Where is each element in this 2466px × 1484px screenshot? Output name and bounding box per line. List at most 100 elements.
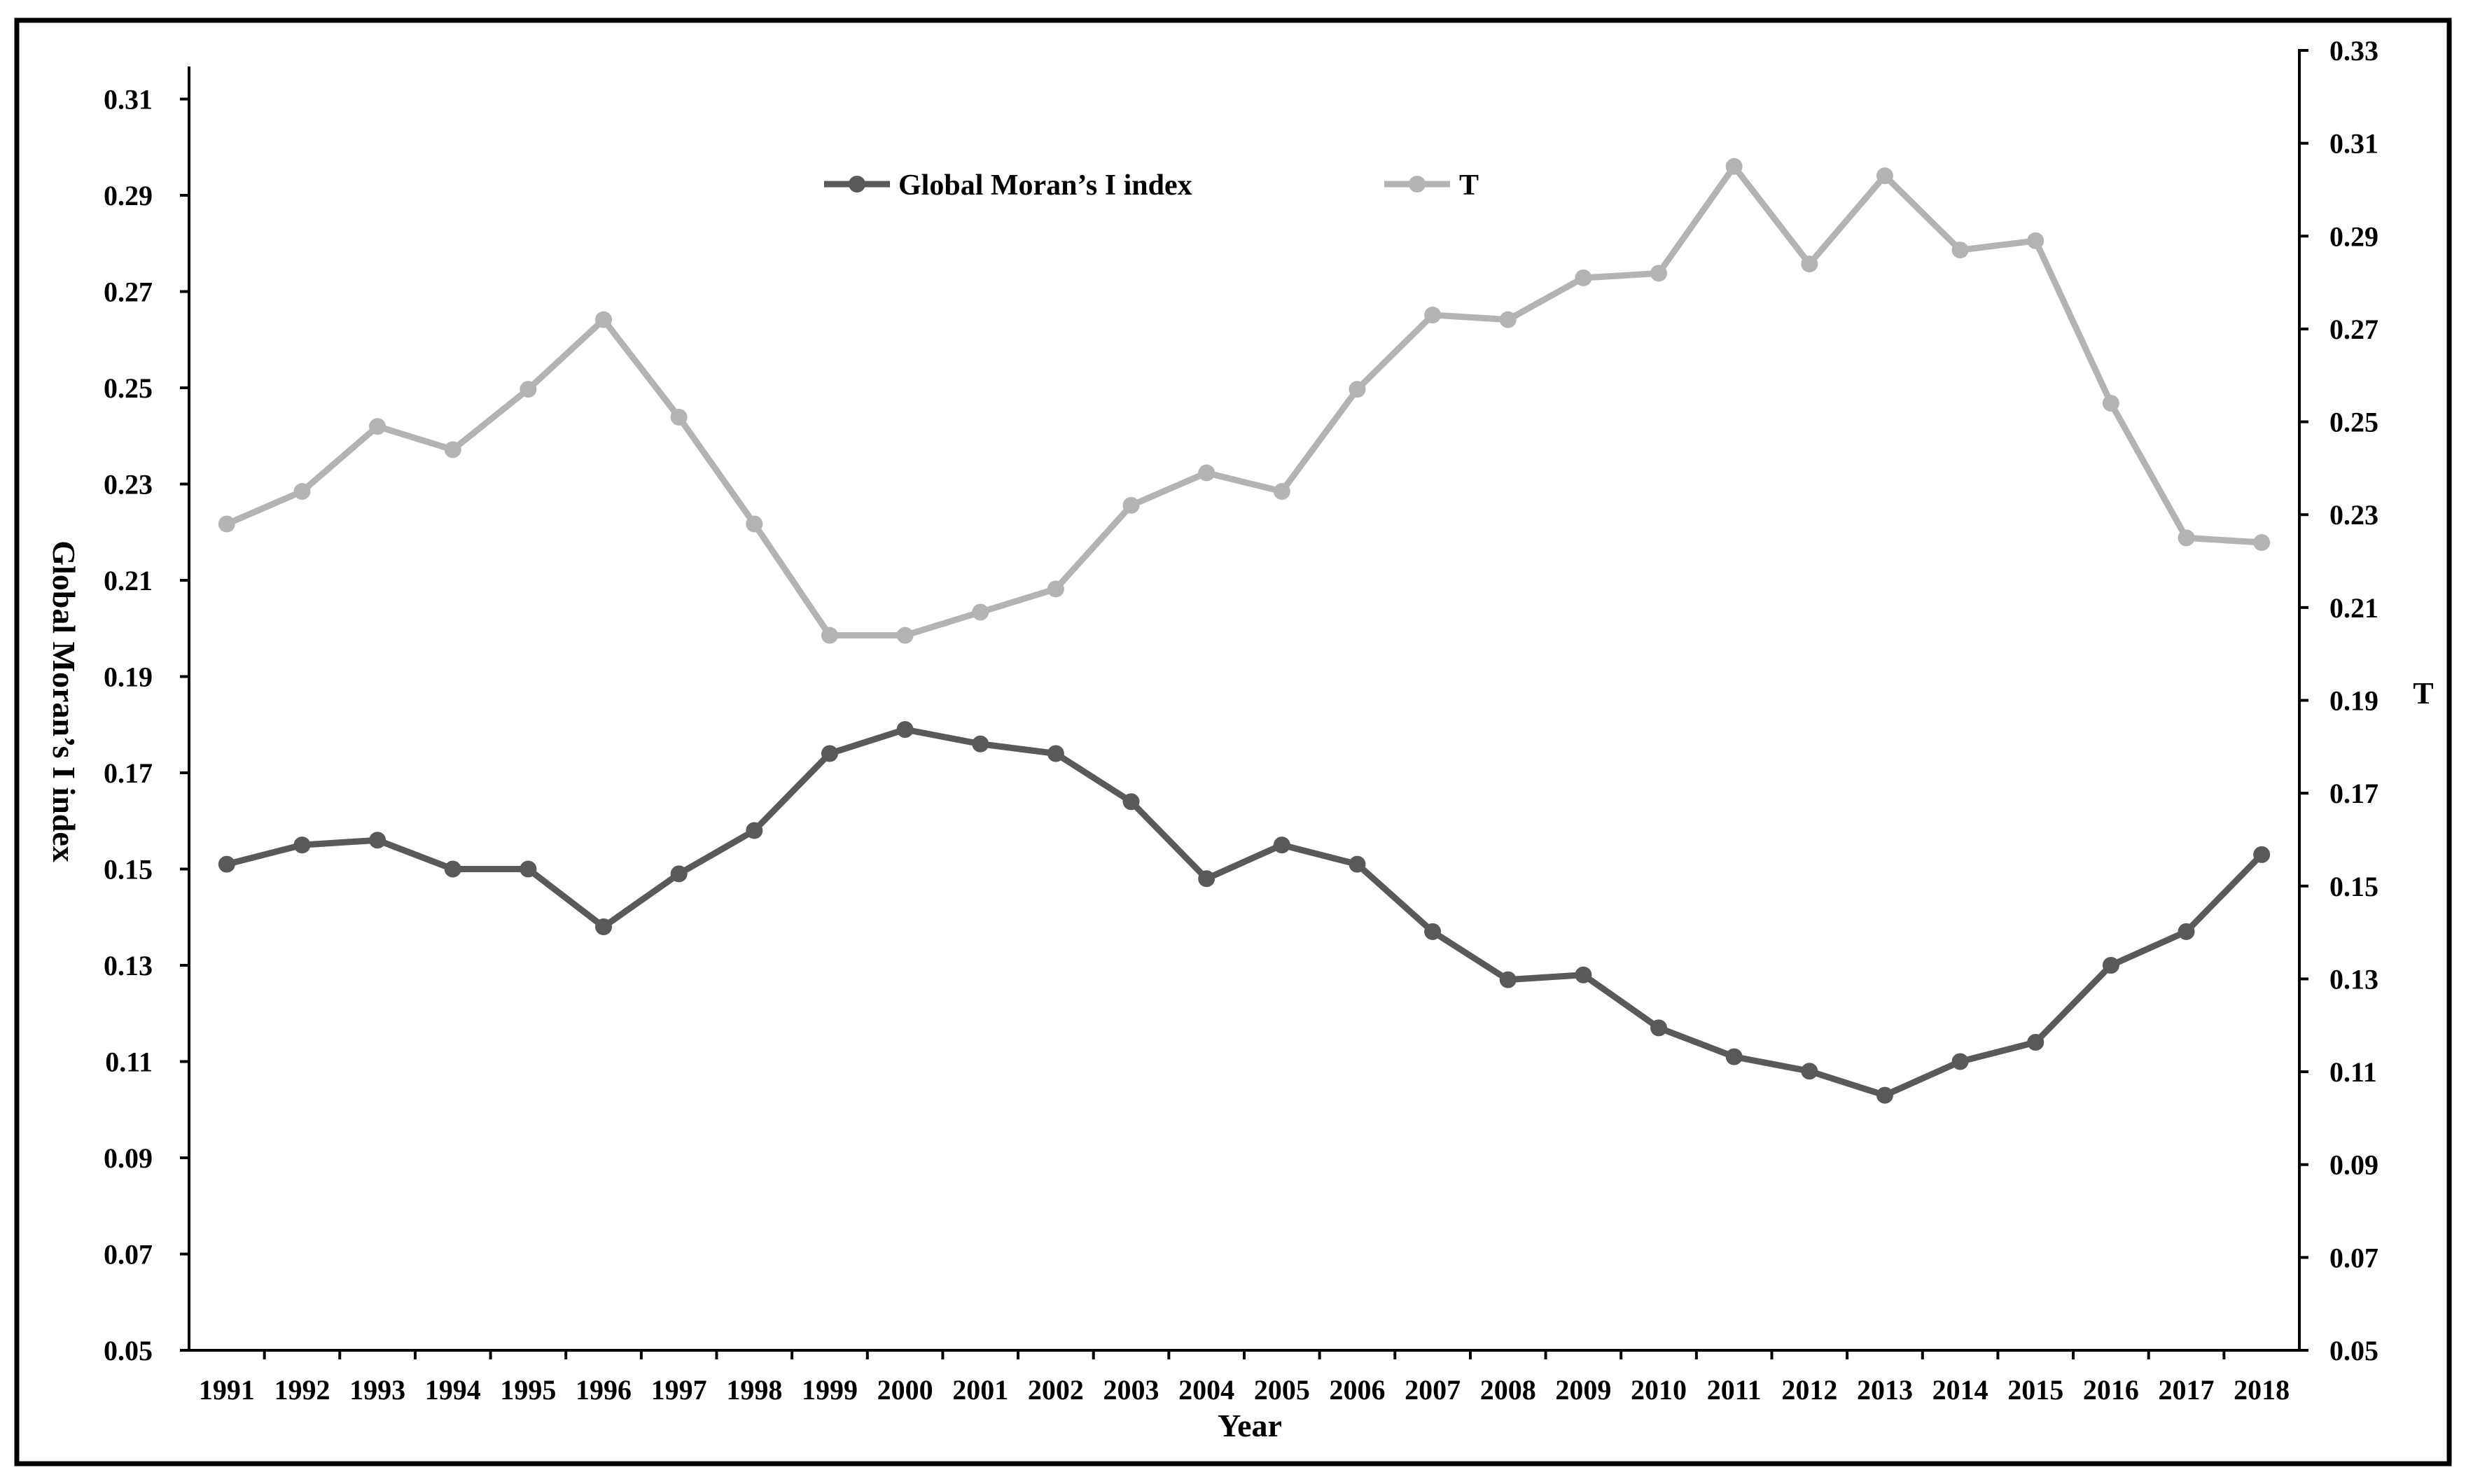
data-point-moran xyxy=(1801,1063,1818,1080)
y-tick-label: 0.31 xyxy=(104,84,153,115)
data-point-moran xyxy=(746,822,763,839)
data-point-moran xyxy=(670,865,688,883)
data-point-t xyxy=(746,515,763,533)
data-point-moran xyxy=(1424,923,1442,940)
data-point-t xyxy=(595,311,613,328)
data-point-moran xyxy=(1047,745,1064,762)
legend-marker-moran xyxy=(849,176,865,192)
y2-tick-label: 0.17 xyxy=(2329,778,2378,809)
data-point-t xyxy=(1951,241,1969,259)
y2-tick-label: 0.33 xyxy=(2329,35,2378,66)
x-tick-label: 1994 xyxy=(425,1374,481,1406)
y-tick-label: 0.21 xyxy=(104,565,153,596)
x-tick-label: 1997 xyxy=(651,1374,707,1406)
data-point-moran xyxy=(1575,966,1592,983)
data-point-moran xyxy=(821,745,838,762)
x-tick-label: 2018 xyxy=(2234,1374,2290,1406)
legend-label-moran: Global Moran’s I index xyxy=(898,169,1192,202)
y2-tick-label: 0.13 xyxy=(2329,963,2378,995)
data-point-moran xyxy=(2253,846,2271,863)
data-point-t xyxy=(2178,529,2195,547)
data-point-moran xyxy=(896,721,914,738)
data-point-t xyxy=(1801,255,1818,273)
data-point-t xyxy=(1424,307,1442,324)
data-point-t xyxy=(670,408,688,426)
y2-tick-label: 0.09 xyxy=(2329,1149,2378,1181)
series-line-moran xyxy=(225,726,2264,1099)
y2-tick-label: 0.25 xyxy=(2329,407,2378,438)
x-tick-label: 2008 xyxy=(1480,1374,1536,1406)
y-tick-label: 0.13 xyxy=(104,950,153,981)
y-tick-label: 0.15 xyxy=(104,854,153,886)
y-tick-label: 0.27 xyxy=(104,276,153,308)
data-point-moran xyxy=(1273,836,1290,854)
y-tick-label: 0.19 xyxy=(104,662,153,693)
data-point-moran xyxy=(1876,1086,1893,1104)
y2-tick-label: 0.05 xyxy=(2329,1335,2378,1366)
data-point-moran xyxy=(595,918,613,935)
y2-tick-label: 0.19 xyxy=(2329,685,2378,717)
data-point-t xyxy=(520,381,537,398)
x-tick-label: 1993 xyxy=(349,1374,405,1406)
y-tick-label: 0.17 xyxy=(104,757,153,789)
x-tick-label: 2017 xyxy=(2159,1374,2215,1406)
legend: Global Moran’s I index T xyxy=(824,169,1479,202)
data-point-moran xyxy=(369,832,386,849)
x-tick-label: 2010 xyxy=(1631,1374,1687,1406)
data-point-moran xyxy=(218,855,235,873)
data-point-t xyxy=(2102,395,2119,412)
x-tick-label: 2009 xyxy=(1555,1374,1611,1406)
data-point-moran xyxy=(1198,870,1215,888)
data-point-t xyxy=(1499,311,1517,328)
data-point-t xyxy=(1876,167,1893,185)
data-point-moran xyxy=(1122,793,1140,811)
legend-marker-t xyxy=(1409,176,1426,192)
y-tick-label: 0.23 xyxy=(104,469,153,500)
x-tick-label: 1999 xyxy=(802,1374,858,1406)
data-point-moran xyxy=(520,860,537,878)
y-tick-label: 0.09 xyxy=(104,1142,153,1174)
x-tick-label: 2014 xyxy=(1932,1374,1988,1406)
data-point-t xyxy=(1725,158,1743,175)
data-point-t xyxy=(1575,269,1592,286)
x-tick-label: 2013 xyxy=(1857,1374,1913,1406)
y2-tick-label: 0.15 xyxy=(2329,871,2378,902)
data-point-moran xyxy=(2102,957,2119,974)
legend-label-t: T xyxy=(1459,169,1479,202)
y2-tick-label: 0.29 xyxy=(2329,220,2378,252)
x-tick-label: 1998 xyxy=(726,1374,782,1406)
data-point-t xyxy=(293,483,311,500)
data-point-moran xyxy=(1951,1053,1969,1070)
series-line-t xyxy=(225,163,2262,639)
data-point-t xyxy=(972,603,989,621)
data-point-moran xyxy=(2027,1034,2044,1051)
data-point-t xyxy=(218,515,235,533)
x-tick-label: 1991 xyxy=(199,1374,255,1406)
x-tick-label: 1995 xyxy=(500,1374,556,1406)
x-tick-label: 2015 xyxy=(2007,1374,2063,1406)
x-tick-label: 2004 xyxy=(1178,1374,1234,1406)
data-point-t xyxy=(1273,483,1290,500)
x-axis-title: Year xyxy=(1218,1408,1282,1443)
data-point-t xyxy=(2027,232,2044,249)
y2-axis-title: T xyxy=(2413,676,2433,710)
x-tick-label: 1992 xyxy=(274,1374,330,1406)
x-tick-label: 2007 xyxy=(1405,1374,1461,1406)
data-point-t xyxy=(2253,534,2271,552)
x-tick-label: 2000 xyxy=(877,1374,933,1406)
data-point-moran xyxy=(293,836,311,854)
x-tick-label: 2011 xyxy=(1707,1374,1762,1406)
x-tick-label: 1996 xyxy=(576,1374,632,1406)
x-tick-label: 2016 xyxy=(2083,1374,2139,1406)
data-point-moran xyxy=(1499,971,1517,988)
data-point-t xyxy=(444,441,461,458)
data-point-t xyxy=(1047,580,1064,598)
series-layer xyxy=(218,158,2271,1104)
y2-tick-label: 0.11 xyxy=(2329,1056,2377,1088)
data-point-moran xyxy=(1650,1019,1668,1037)
y2-tick-label: 0.27 xyxy=(2329,314,2378,345)
y-tick-label: 0.11 xyxy=(105,1046,153,1078)
y2-tick-label: 0.21 xyxy=(2329,592,2378,624)
data-point-t xyxy=(821,626,838,644)
